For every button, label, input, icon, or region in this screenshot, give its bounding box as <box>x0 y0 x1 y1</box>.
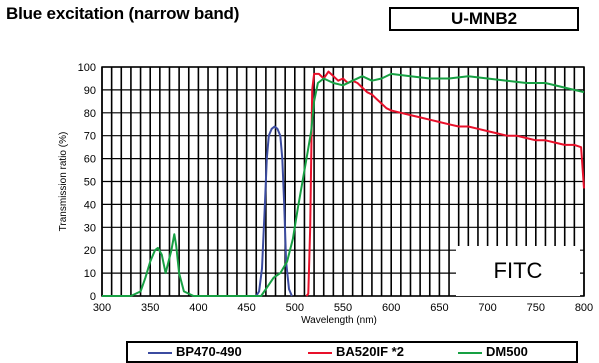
legend-item-dm500: DM500 <box>458 344 528 359</box>
legend-item-bp470-490: BP470-490 <box>148 344 242 359</box>
x-tick-label: 650 <box>430 302 448 314</box>
y-tick-label: 80 <box>84 108 96 120</box>
chart-title: Blue excitation (narrow band) <box>6 4 240 23</box>
x-tick-label: 450 <box>237 302 255 314</box>
x-tick-label: 500 <box>286 302 304 314</box>
series-line-ba520if-2 <box>305 70 585 297</box>
x-tick-label: 300 <box>93 302 111 314</box>
y-tick-label: 100 <box>78 62 96 74</box>
x-axis-label: Wavelength (nm) <box>301 315 377 326</box>
legend-item-ba520if: BA520IF *2 <box>308 344 404 359</box>
filter-code-box: U-MNB2 <box>389 7 579 31</box>
x-tick-label: 400 <box>189 302 207 314</box>
x-tick-label: 600 <box>382 302 400 314</box>
fitc-label: FITC <box>456 246 580 296</box>
y-tick-label: 50 <box>84 177 96 189</box>
legend-swatch-bp470-490 <box>148 351 172 354</box>
legend-label-bp470-490: BP470-490 <box>176 344 242 359</box>
legend-swatch-ba520if <box>308 351 332 354</box>
x-tick-label: 750 <box>527 302 545 314</box>
transmission-chart: 0 10 20 30 40 50 60 70 80 90 100 300 350 400 450 500 550… <box>58 62 593 326</box>
y-tick-label: 60 <box>84 154 96 166</box>
y-tick-label: 10 <box>84 268 96 280</box>
x-tick-label: 350 <box>141 302 159 314</box>
x-tick-label: 550 <box>334 302 352 314</box>
x-tick-label: 700 <box>478 302 496 314</box>
y-tick-label: 30 <box>84 222 96 234</box>
legend-label-ba520if: BA520IF *2 <box>336 344 404 359</box>
series-line-dm500 <box>102 72 585 297</box>
y-tick-label: 40 <box>84 199 96 211</box>
series-line-bp470-490 <box>255 125 293 297</box>
y-tick-label: 0 <box>90 291 96 303</box>
y-tick-label: 90 <box>84 85 96 97</box>
y-axis-label: Transmission ratio (%) <box>58 132 69 232</box>
y-tick-label: 20 <box>84 245 96 257</box>
x-tick-label: 800 <box>575 302 593 314</box>
legend-label-dm500: DM500 <box>486 344 528 359</box>
y-tick-label: 70 <box>84 131 96 143</box>
legend-swatch-dm500 <box>458 351 482 354</box>
